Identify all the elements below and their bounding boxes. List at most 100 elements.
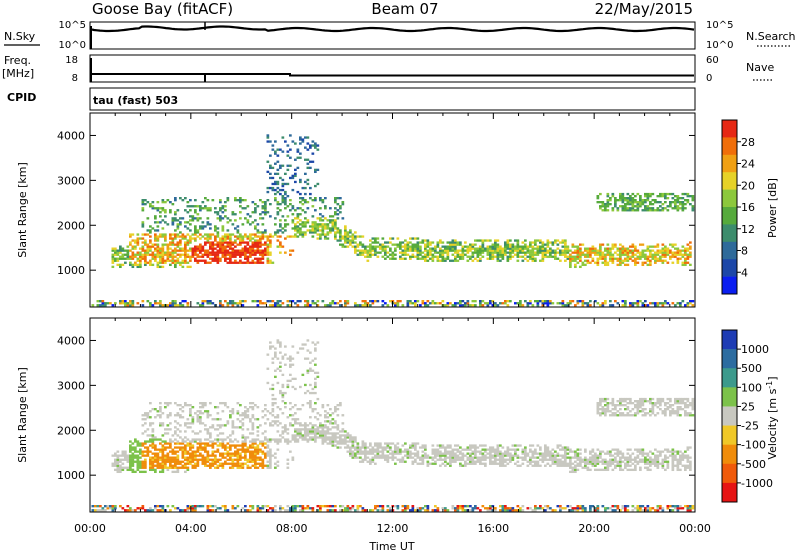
heatmap-cell <box>337 426 340 428</box>
heatmap-cell <box>202 402 205 404</box>
heatmap-cell <box>392 457 395 459</box>
heatmap-cell <box>159 402 162 404</box>
heatmap-cell <box>462 459 465 461</box>
heatmap-cell <box>157 264 160 266</box>
heatmap-cell <box>302 187 305 189</box>
heatmap-cell <box>427 254 430 256</box>
heatmap-cell <box>617 258 620 260</box>
heatmap-cell <box>444 461 447 463</box>
heatmap-cell <box>179 436 182 438</box>
heatmap-cell <box>252 237 255 239</box>
heatmap-cell <box>204 262 207 264</box>
heatmap-cell <box>237 440 240 442</box>
heatmap-cell <box>149 235 152 237</box>
heatmap-cell <box>349 440 352 442</box>
heatmap-cell <box>654 246 657 248</box>
heatmap-cell <box>204 449 207 451</box>
heatmap-cell <box>354 248 357 250</box>
heatmap-cell <box>369 459 372 461</box>
heatmap-cell <box>279 177 282 179</box>
heatmap-cell <box>249 262 252 264</box>
heatmap-cell <box>549 241 552 243</box>
heatmap-cell <box>244 252 247 254</box>
heatmap-cell <box>482 252 485 254</box>
heatmap-cell <box>562 446 565 448</box>
heatmap-cell <box>314 349 317 351</box>
heatmap-cell <box>484 459 487 461</box>
heatmap-cell <box>262 432 265 434</box>
heatmap-cell <box>267 300 270 302</box>
heatmap-cell <box>524 248 527 250</box>
heatmap-cell <box>312 231 315 233</box>
heatmap-cell <box>639 254 642 256</box>
heatmap-cell <box>564 246 567 248</box>
heatmap-cell <box>684 193 687 195</box>
heatmap-cell <box>207 412 210 414</box>
heatmap-cell <box>159 235 162 237</box>
heatmap-cell <box>287 463 290 465</box>
heatmap-cell <box>662 193 665 195</box>
heatmap-cell <box>402 459 405 461</box>
heatmap-cell <box>274 197 277 199</box>
heatmap-cell <box>252 408 255 410</box>
heatmap-cell <box>169 252 172 254</box>
heatmap-cell <box>424 304 427 306</box>
heatmap-cell <box>219 248 222 250</box>
heatmap-cell <box>492 244 495 246</box>
heatmap-cell <box>587 262 590 264</box>
heatmap-cell <box>267 199 270 201</box>
heatmap-cell <box>642 304 645 306</box>
heatmap-cell <box>304 181 307 183</box>
heatmap-cell <box>324 233 327 235</box>
heatmap-cell <box>202 221 205 223</box>
heatmap-cell <box>132 256 135 258</box>
heatmap-cell <box>257 223 260 225</box>
heatmap-cell <box>282 356 285 358</box>
heatmap-cell <box>194 463 197 465</box>
heatmap-cell <box>114 254 117 256</box>
heatmap-cell <box>394 304 397 306</box>
heatmap-cell <box>337 440 340 442</box>
heatmap-cell <box>214 459 217 461</box>
heatmap-cell <box>397 442 400 444</box>
heatmap-cell <box>282 215 285 217</box>
heatmap-cell <box>212 246 215 248</box>
heatmap-cell <box>597 260 600 262</box>
heatmap-cell <box>232 430 235 432</box>
heatmap-cell <box>292 378 295 380</box>
heatmap-cell <box>302 235 305 237</box>
heatmap-cell <box>482 248 485 250</box>
heatmap-cell <box>197 418 200 420</box>
heatmap-cell <box>182 442 185 444</box>
heatmap-cell <box>254 241 257 243</box>
heatmap-cell <box>199 256 202 258</box>
heatmap-cell <box>222 424 225 426</box>
heatmap-cell <box>567 453 570 455</box>
heatmap-cell <box>567 505 570 507</box>
heatmap-cell <box>634 195 637 197</box>
heatmap-cell <box>177 507 180 509</box>
heatmap-cell <box>139 262 142 264</box>
heatmap-cell <box>247 436 250 438</box>
heatmap-cell <box>174 235 177 237</box>
heatmap-cell <box>142 246 145 248</box>
heatmap-cell <box>692 197 695 199</box>
heatmap-cell <box>139 467 142 469</box>
heatmap-cell <box>487 509 490 511</box>
heatmap-cell <box>302 203 305 205</box>
heatmap-cell <box>307 201 310 203</box>
heatmap-cell <box>492 463 495 465</box>
colorbar-tick-label: 8 <box>741 245 748 258</box>
heatmap-cell <box>657 250 660 252</box>
y-tick-label: 2000 <box>57 219 85 232</box>
heatmap-cell <box>377 444 380 446</box>
heatmap-cell <box>394 451 397 453</box>
heatmap-cell <box>314 382 317 384</box>
heatmap-cell <box>564 459 567 461</box>
heatmap-cell <box>162 258 165 260</box>
heatmap-cell <box>629 258 632 260</box>
heatmap-cell <box>174 430 177 432</box>
heatmap-cell <box>199 237 202 239</box>
heatmap-cell <box>267 244 270 246</box>
